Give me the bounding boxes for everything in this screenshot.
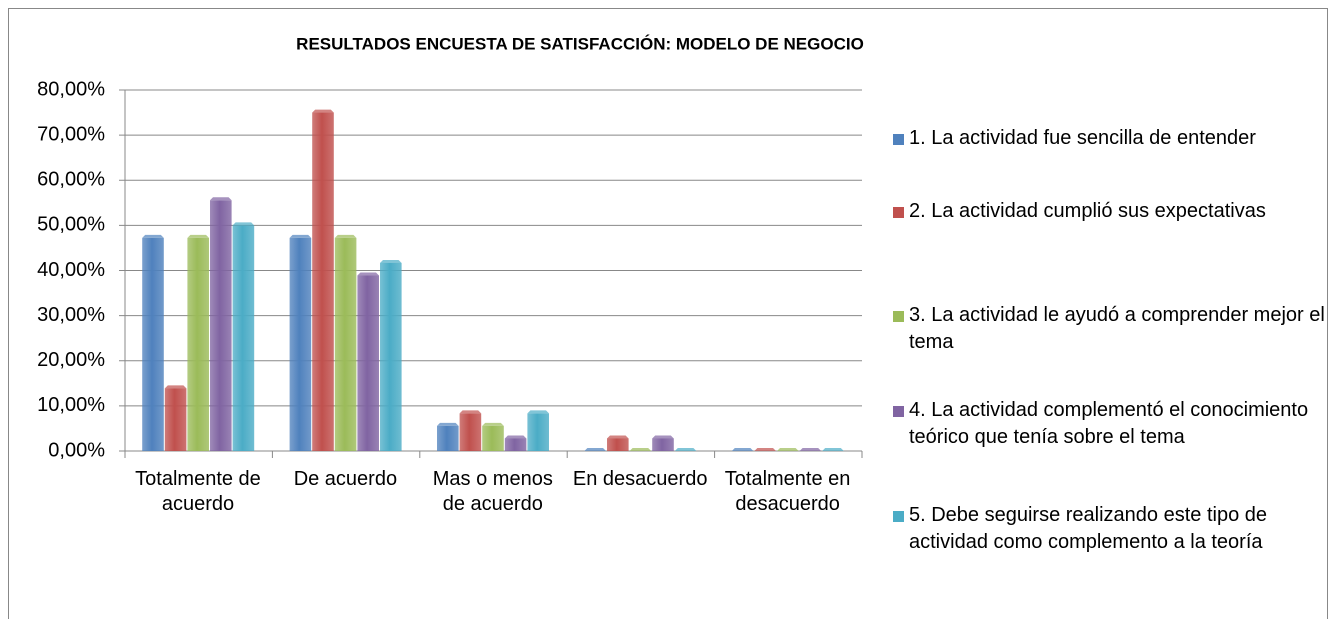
bar [482, 425, 504, 451]
legend-label: 3. La actividad le ayudó a comprender me… [909, 304, 1325, 353]
bar-top [482, 422, 504, 426]
bar-top [312, 109, 334, 113]
bar [232, 225, 255, 451]
y-tick-label: 20,00% [37, 349, 105, 371]
chart-title: RESULTADOS ENCUESTA DE SATISFACCIÓN: MOD… [296, 34, 864, 53]
bar [334, 237, 357, 451]
bar [312, 112, 334, 451]
bar-top [822, 448, 844, 451]
bar [142, 237, 164, 451]
bar-top [210, 197, 232, 201]
bar-top [334, 234, 357, 238]
y-tick-label: 30,00% [37, 304, 105, 326]
y-tick-label: 50,00% [37, 214, 105, 236]
bar [210, 200, 232, 451]
bar [504, 438, 527, 451]
y-tick-label: 70,00% [37, 123, 105, 145]
x-tick-label: De acuerdo [293, 468, 398, 490]
bar-top [607, 435, 629, 439]
bar [652, 438, 674, 451]
bar [607, 438, 629, 451]
bar-top [164, 385, 187, 389]
y-tick-label: 60,00% [37, 169, 105, 191]
x-tick-label: Totalmente de acuerdo [135, 468, 261, 515]
bar-top [142, 234, 164, 238]
bar-top [754, 448, 776, 451]
bar-top [187, 234, 209, 238]
bar [357, 275, 379, 451]
legend-label: 1. La actividad fue sencilla de entender [909, 127, 1256, 149]
x-tick-label: Mas o menos de acuerdo [432, 468, 553, 515]
legend-swatch [893, 311, 904, 322]
bar-top [584, 448, 606, 451]
bar-top [437, 422, 459, 426]
bar-top [459, 410, 482, 414]
bar-top [731, 448, 754, 451]
x-tick-label: Totalmente en desacuerdo [724, 468, 851, 515]
bar-top [652, 435, 674, 439]
legend-label: 2. La actividad cumplió sus expectativas [909, 200, 1266, 222]
legend-swatch [893, 406, 904, 417]
bar [289, 237, 312, 451]
bar-top [357, 272, 379, 276]
bar-top [289, 234, 312, 238]
y-tick-label: 0,00% [48, 439, 105, 461]
y-tick-label: 40,00% [37, 259, 105, 281]
bar-top [504, 435, 527, 439]
bar [187, 237, 209, 451]
bar-top [380, 259, 402, 263]
bar-top [629, 448, 652, 451]
bar-top [674, 448, 697, 451]
bar [164, 388, 187, 451]
bar [527, 413, 549, 451]
legend-swatch [893, 134, 904, 145]
bar [437, 425, 459, 451]
y-tick-label: 10,00% [37, 394, 105, 416]
legend-label: 4. La actividad complementó el conocimie… [909, 399, 1309, 448]
bar-top [232, 222, 255, 226]
legend-swatch [893, 511, 904, 522]
legend-swatch [893, 207, 904, 218]
bar-top [777, 448, 799, 451]
bar-top [527, 410, 549, 414]
bar [459, 413, 482, 451]
y-tick-label: 80,00% [37, 78, 105, 100]
x-tick-label: En desacuerdo [572, 468, 708, 490]
bar [380, 262, 402, 451]
legend-label: 5. Debe seguirse realizando este tipo de… [909, 504, 1268, 553]
bar-top [799, 448, 822, 451]
